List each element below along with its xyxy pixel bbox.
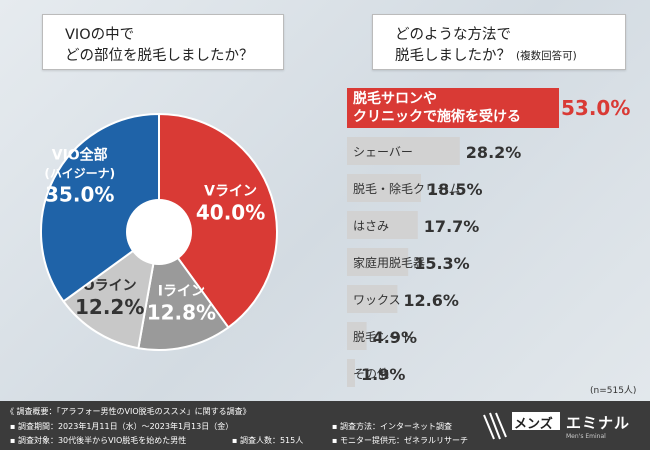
bar — [347, 248, 409, 276]
pie-slice-subname: (ハイジーナ) — [44, 167, 115, 181]
question-note: (複数回答可) — [516, 50, 577, 62]
bar-category-label: その他 — [353, 367, 389, 381]
bar — [347, 88, 559, 128]
bar-value-label: 17.7% — [424, 217, 480, 236]
pie-slice — [158, 112, 278, 329]
bar-category-label: 脱毛・除毛クリーム — [353, 181, 461, 196]
pie-slice — [40, 112, 160, 303]
bar-value-label: 4.9% — [373, 328, 417, 347]
bar — [347, 359, 355, 387]
survey-provider: ▪ モニター提供元：ゼネラルリサーチ — [332, 436, 468, 445]
brand-name: エミナル — [566, 414, 631, 432]
sample-size-note: (n=515人) — [590, 386, 637, 396]
pie-slice-name: Vライン — [204, 183, 257, 199]
pie-slice-name: Oライン — [83, 278, 137, 294]
brand-box — [512, 412, 560, 430]
bar-category-label: ワックス — [353, 293, 401, 307]
bar-category-label: はさみ — [353, 219, 389, 233]
bar — [347, 285, 398, 313]
question-line-1: どのような方法で — [395, 27, 511, 43]
brand-logo: メンズ エミナル Men's Eminal — [480, 407, 644, 445]
pie-slice — [62, 229, 161, 350]
bar — [347, 322, 367, 350]
bar-value-label: 53.0% — [561, 96, 630, 120]
brand-tagline: Men's Eminal — [566, 433, 606, 440]
pie-slice-value: 40.0% — [196, 200, 265, 224]
pie-slice-value: 12.8% — [147, 300, 216, 324]
bar-value-label: 18.5% — [427, 180, 483, 199]
bar — [347, 137, 460, 165]
question-line-1: VIOの中で — [65, 27, 135, 43]
question-box-left: VIOの中で どの部位を脱毛しましたか？ — [42, 14, 284, 70]
bar-value-label: 15.3% — [414, 254, 470, 273]
bar-category-label: 脱毛サロンや — [353, 90, 437, 107]
question-line-2: どの部位を脱毛しましたか？ — [65, 48, 254, 64]
survey-method: ▪ 調査方法：インターネット調査 — [332, 422, 452, 431]
bar — [347, 211, 418, 239]
bar-value-label: 12.6% — [403, 291, 459, 310]
pie-slice-value: 12.2% — [75, 295, 144, 319]
survey-target: ▪ 調査対象：30代後半からVIO脱毛を始めた男性 — [10, 436, 187, 445]
pie-center-hole — [126, 199, 192, 265]
survey-period: ▪ 調査期間：2023年1月11日（水）〜2023年1月13日（金） — [10, 422, 234, 431]
brand-box-text: メンズ — [514, 417, 553, 432]
logo-mark-icon — [483, 412, 507, 440]
bar-category-label: クリニックで施術を受ける — [353, 108, 521, 125]
pie-slice-value: 35.0% — [45, 183, 114, 207]
bar — [347, 174, 421, 202]
bar-category-label: シェーバー — [353, 145, 413, 159]
question-line-2: 脱毛しましたか？ — [395, 48, 511, 64]
pie-slice-name: Iライン — [158, 283, 205, 299]
question-box-right: どのような方法で 脱毛しましたか？ (複数回答可) — [372, 14, 626, 70]
bar-category-label: 家庭用脱毛器 — [353, 255, 425, 270]
bar-category-label: 脱毛シート — [353, 329, 413, 344]
pie-slice-name: VIO全部 — [52, 147, 108, 164]
bar-value-label: 1.9% — [361, 365, 405, 384]
bar-value-label: 28.2% — [466, 143, 522, 162]
survey-title: 《 調査概要：「アラフォー男性のVIO脱毛のススメ」に関する調査》 — [6, 407, 251, 416]
survey-count: ▪ 調査人数：515人 — [232, 436, 304, 445]
